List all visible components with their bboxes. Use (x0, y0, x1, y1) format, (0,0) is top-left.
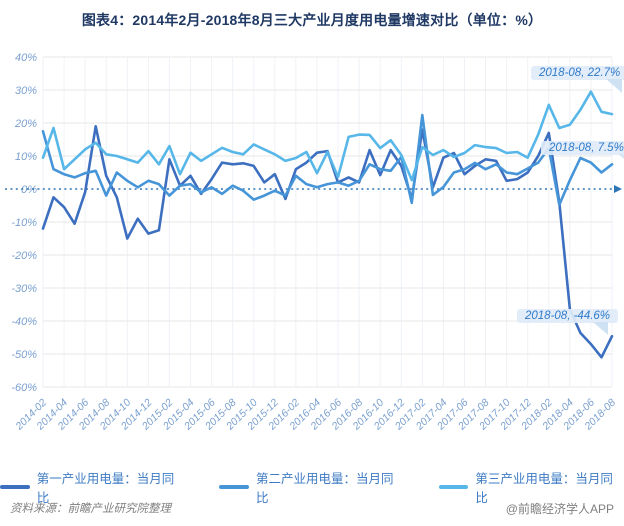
y-axis-tick-label: -60% (11, 382, 37, 394)
series-line-2 (41, 90, 614, 182)
y-axis-tick-label: 0% (21, 184, 37, 196)
line-chart: 40% 30% 20% 10% 0% -10% -20% -30% -40% -50% -60% 20… (5, 52, 624, 433)
data-source-text: 资料来源：前瞻产业研究院整理 (10, 503, 171, 515)
y-axis-tick-label: 30% (15, 85, 37, 97)
chart-canvas: 40% 30% 20% 10% 0% -10% -20% -30% -40% -50% -60% 20… (5, 52, 622, 433)
annotation-secondary-latest: 2018-08, 7.5% (541, 141, 624, 164)
y-axis-tick-label: 40% (15, 52, 37, 64)
annotation-tertiary-latest: 2018-08, 22.7% (531, 66, 624, 93)
legend-label: 第一产业用电量：当月同比 (36, 472, 175, 505)
chart-title: 图表4：2014年2月-2018年8月三大产业月度用电量增速对比（单位：%） (81, 12, 543, 28)
watermark-text: @前瞻经济学人APP (505, 502, 614, 516)
legend-label: 第二产业用电量：当月同比 (256, 472, 394, 505)
y-axis-tick-label: -50% (11, 349, 37, 361)
chart-footer: 资料来源：前瞻产业研究院整理 @前瞻经济学人APP (0, 500, 624, 517)
annotation-primary-latest: 2018-08, -44.6% (517, 309, 619, 335)
legend-line-marker (0, 485, 30, 489)
legend-item-primary-industry: 第一产业用电量：当月同比 (0, 468, 185, 506)
chart-legend: 第一产业用电量：当月同比 第二产业用电量：当月同比 第三产业用电量：当月同比 (0, 468, 624, 506)
y-axis-tick-label: 10% (15, 151, 37, 163)
y-axis-tick-label: -40% (11, 316, 37, 328)
zero-baseline-arrow-icon (614, 185, 622, 193)
legend-item-tertiary-industry: 第三产业用电量：当月同比 (438, 468, 624, 506)
legend-line-marker (219, 485, 250, 489)
y-axis-tick-label: -10% (11, 217, 37, 229)
legend-item-secondary-industry: 第二产业用电量：当月同比 (219, 468, 404, 506)
series-line-1 (41, 113, 614, 207)
legend-label: 第三产业用电量：当月同比 (475, 472, 613, 505)
y-axis-tick-label: -20% (11, 250, 37, 262)
y-axis-tick-label: -30% (11, 283, 37, 295)
y-axis-tick-label: 20% (14, 118, 37, 130)
legend-line-marker (438, 485, 469, 489)
